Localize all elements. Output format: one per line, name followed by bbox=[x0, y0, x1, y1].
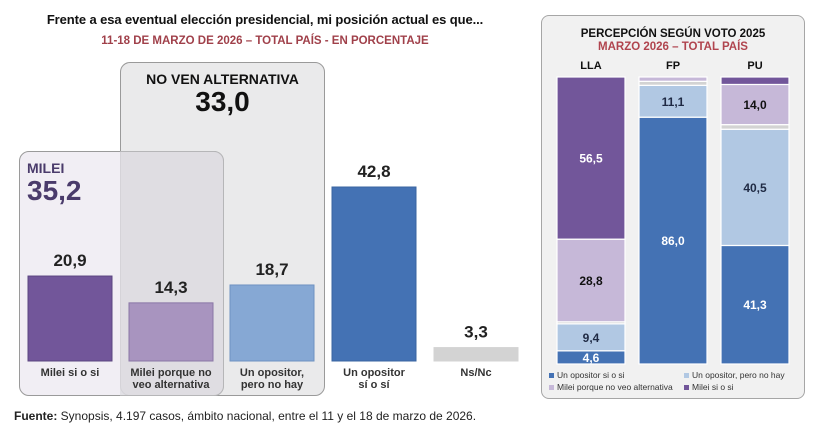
segment-lla-milei-no-alternativa bbox=[556, 238, 626, 323]
segment-fp-opositor-no-hay bbox=[638, 84, 708, 118]
category-label: Ns/Nc bbox=[460, 367, 491, 379]
category-label-pu: PU bbox=[747, 60, 762, 72]
segment-fp-opositor-si-o-si bbox=[638, 116, 708, 365]
chart-legend: Un opositor si o si Un opositor, pero no… bbox=[549, 369, 805, 393]
legend-label: Un opositor, pero no hay bbox=[692, 370, 785, 380]
segment-value-label: 41,3 bbox=[743, 298, 767, 312]
segment-value-label: 9,4 bbox=[583, 331, 600, 345]
segment-value-label: 11,1 bbox=[662, 95, 685, 109]
legend-item-opositor-si-o-si: Un opositor si o si bbox=[549, 370, 684, 380]
bar-milei-si-o-si bbox=[27, 275, 113, 362]
bar-opositor-no-hay bbox=[229, 284, 315, 362]
legend-swatch bbox=[684, 384, 689, 390]
chart-title: Frente a esa eventual elección presidenc… bbox=[46, 12, 484, 27]
panel-subtitle: MARZO 2026 – TOTAL PAÍS bbox=[598, 41, 748, 53]
legend-item-milei-no-alternativa: Milei porque no veo alternativa bbox=[549, 382, 684, 392]
bar-value-label: 20,9 bbox=[53, 251, 86, 270]
milei-group-label: MILEI bbox=[27, 160, 65, 176]
category-label-lla: LLA bbox=[580, 60, 601, 72]
bar-value-label: 42,8 bbox=[357, 162, 390, 181]
chart-subtitle: 11-18 DE MARZO DE 2026 – TOTAL PAÍS - EN… bbox=[101, 35, 429, 47]
legend-label: Milei porque no veo alternativa bbox=[557, 382, 673, 392]
bar-value-label: 14,3 bbox=[154, 278, 187, 297]
category-label: Un opositor, bbox=[240, 367, 304, 379]
legend-label: Un opositor si o si bbox=[557, 370, 625, 380]
no-ven-alternativa-label: NO VEN ALTERNATIVA bbox=[146, 71, 299, 87]
panel-title: PERCEPCIÓN SEGÚN VOTO 2025 bbox=[580, 28, 766, 40]
segment-pu-opositor-si-o-si bbox=[720, 244, 790, 365]
segment-fp-ns-nc bbox=[638, 80, 708, 86]
stacked-bar-chart: LLA 4,6 9,4 28,8 56,5 FP 86,0 11,1 PU 41,3 40,5 14,… bbox=[556, 60, 790, 365]
vote-perception-panel: PERCEPCIÓN SEGÚN VOTO 2025 MARZO 2026 – … bbox=[541, 15, 805, 399]
legend-label: Milei si o si bbox=[692, 382, 734, 392]
source-label: Fuente: bbox=[14, 409, 58, 423]
bar-milei-no-alternativa bbox=[128, 302, 214, 362]
bar-value-label: 3,3 bbox=[464, 323, 488, 342]
source-text: Synopsis, 4.197 casos, ámbito nacional, … bbox=[57, 409, 477, 423]
legend-item-opositor-no-hay: Un opositor, pero no hay bbox=[684, 370, 785, 380]
bar-opositor-si-o-si bbox=[331, 186, 417, 362]
segment-value-label: 14,0 bbox=[743, 98, 767, 112]
category-label: Milei si o si bbox=[41, 367, 100, 379]
no-ven-alternativa-value: 33,0 bbox=[195, 86, 250, 117]
segment-value-label: 28,8 bbox=[579, 274, 603, 288]
bar-value-label: 18,7 bbox=[255, 260, 288, 279]
category-label-fp: FP bbox=[666, 60, 680, 72]
segment-value-label: 56,5 bbox=[579, 152, 603, 166]
segment-value-label: 86,0 bbox=[661, 234, 685, 248]
legend-swatch bbox=[684, 372, 689, 378]
category-label: Un opositor bbox=[343, 367, 405, 379]
source-note: Fuente: Synopsis, 4.197 casos, ámbito na… bbox=[14, 409, 476, 423]
segment-lla-milei-si-o-si bbox=[556, 76, 626, 240]
segment-value-label: 4,6 bbox=[583, 351, 600, 365]
segment-value-label: 40,5 bbox=[743, 181, 767, 195]
segment-lla-opositor-no-hay bbox=[556, 323, 626, 352]
segment-pu-milei-si-o-si bbox=[720, 76, 790, 86]
category-label: veo alternativa bbox=[132, 379, 210, 391]
legend-item-milei-si-o-si: Milei si o si bbox=[684, 382, 734, 392]
milei-group-value: 35,2 bbox=[27, 175, 82, 206]
segment-pu-ns-nc bbox=[720, 124, 790, 130]
left-bar-chart: 20,9 Milei si o si 14,3 Milei porque noveo … bbox=[27, 162, 519, 391]
segment-pu-milei-no-alternativa bbox=[720, 83, 790, 126]
segment-fp-milei-no-alternativa bbox=[638, 76, 708, 82]
legend-swatch bbox=[549, 384, 554, 390]
legend-swatch bbox=[549, 372, 554, 378]
category-label: pero no hay bbox=[241, 379, 304, 391]
category-label: sí o sí bbox=[358, 379, 390, 391]
bar-ns-nc bbox=[433, 347, 519, 362]
category-label: Milei porque no bbox=[130, 367, 212, 379]
